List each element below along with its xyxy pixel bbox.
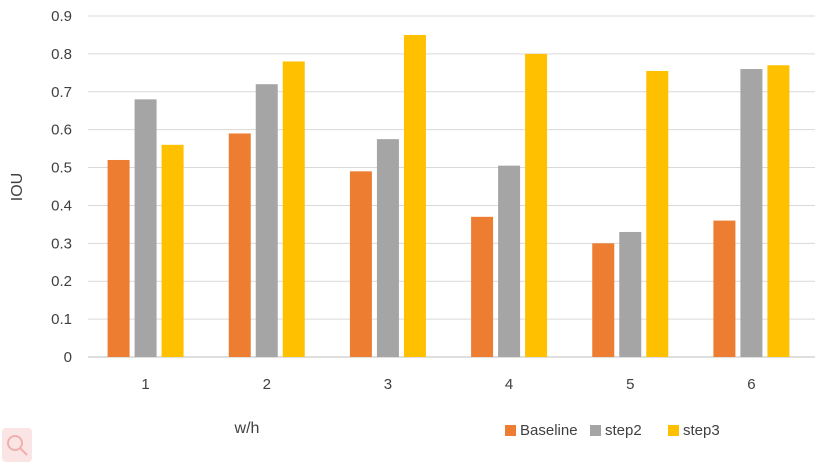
bar-baseline-2 xyxy=(228,133,251,357)
bar-step2-2 xyxy=(255,84,278,357)
bar-baseline-5 xyxy=(592,243,615,357)
legend: Baseline step2 step3 xyxy=(505,422,720,439)
bar-step2-4 xyxy=(498,165,521,357)
legend-swatch-step3 xyxy=(668,425,679,436)
x-tick-label: 6 xyxy=(747,376,755,393)
bar-step2-5 xyxy=(619,231,642,357)
x-tick-label: 1 xyxy=(141,376,149,393)
x-axis-ticks: 1 2 3 4 5 6 xyxy=(141,376,755,393)
gridlines xyxy=(88,15,815,358)
bar-step2-6 xyxy=(740,69,763,358)
bar-baseline-3 xyxy=(349,171,372,357)
bar-baseline-1 xyxy=(107,159,130,357)
y-axis-ticks: 0 0.1 0.2 0.3 0.4 0.5 0.6 0.7 0.8 0.9 xyxy=(51,8,72,366)
legend-label-step2: step2 xyxy=(605,422,642,439)
x-tick-label: 5 xyxy=(626,376,634,393)
bar-step2-1 xyxy=(134,99,157,357)
bar-step3-6 xyxy=(767,65,790,357)
x-axis-title: w/h xyxy=(234,420,260,437)
bars xyxy=(107,34,790,358)
y-tick-label: 0.6 xyxy=(51,122,72,139)
x-tick-label: 4 xyxy=(505,376,513,393)
y-tick-label: 0.8 xyxy=(51,46,72,63)
y-tick-label: 0.4 xyxy=(51,197,72,214)
search-icon xyxy=(2,428,32,462)
bar-step2-3 xyxy=(376,139,399,357)
bar-baseline-6 xyxy=(713,220,736,357)
y-axis-title: IOU xyxy=(9,173,26,201)
bar-step3-4 xyxy=(525,53,548,358)
bar-step3-5 xyxy=(646,70,669,357)
x-tick-label: 3 xyxy=(384,376,392,393)
y-tick-label: 0.2 xyxy=(51,273,72,290)
y-tick-label: 0 xyxy=(64,349,72,366)
x-tick-label: 2 xyxy=(263,376,271,393)
y-tick-label: 0.5 xyxy=(51,160,72,177)
legend-label-baseline: Baseline xyxy=(520,422,578,439)
legend-swatch-baseline xyxy=(505,425,516,436)
legend-label-step3: step3 xyxy=(683,422,720,439)
bar-step3-3 xyxy=(403,34,426,357)
y-tick-label: 0.1 xyxy=(51,311,72,328)
bar-step3-2 xyxy=(282,61,305,357)
y-tick-label: 0.7 xyxy=(51,84,72,101)
y-tick-label: 0.9 xyxy=(51,8,72,25)
legend-swatch-step2 xyxy=(590,425,601,436)
bar-step3-1 xyxy=(161,144,184,357)
y-tick-label: 0.3 xyxy=(51,235,72,252)
bar-baseline-4 xyxy=(471,216,494,357)
